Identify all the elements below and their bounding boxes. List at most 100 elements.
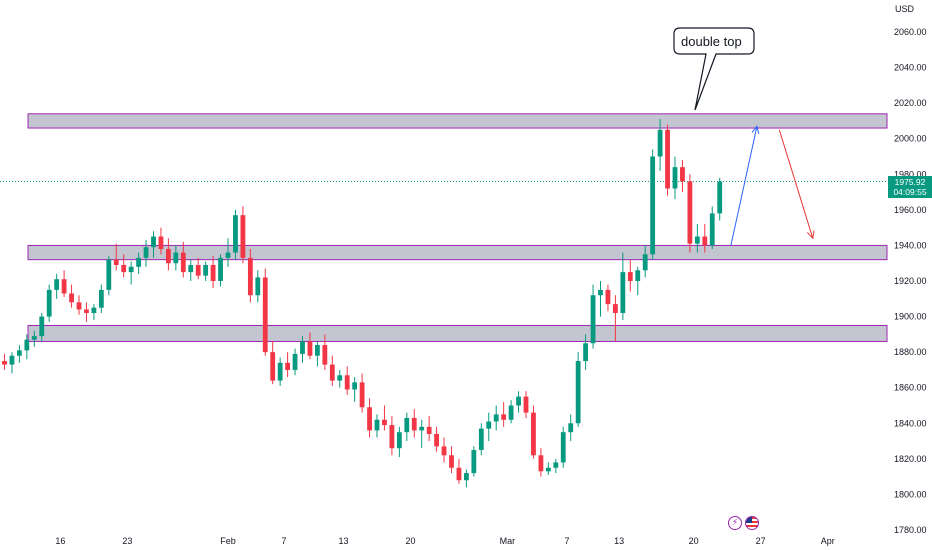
lightning-icon[interactable]: ⚡ (728, 516, 742, 530)
candle-body (449, 455, 454, 468)
candle (188, 259, 194, 281)
y-tick-label: 1980.00 (894, 169, 927, 179)
y-tick-label: 2020.00 (894, 98, 927, 108)
candle (337, 369, 343, 388)
y-tick-label: 1960.00 (894, 205, 927, 215)
candle-body (382, 419, 387, 426)
candle-body (337, 375, 343, 381)
x-tick-label: 16 (55, 536, 65, 546)
candle (166, 238, 171, 271)
candle (195, 257, 201, 280)
us-flag-icon[interactable] (745, 516, 759, 530)
candle (605, 284, 611, 312)
arrow-shaft (730, 126, 758, 246)
candle (151, 231, 156, 258)
candle-body (315, 345, 320, 356)
candle-body (560, 432, 566, 463)
currency-label: USD (895, 4, 915, 14)
candle-body (717, 181, 723, 214)
candle-body (233, 215, 238, 253)
candle (590, 284, 596, 349)
y-tick-label: 2060.00 (894, 27, 927, 37)
candles-layer (2, 119, 723, 488)
candle (531, 405, 536, 459)
candle-body (188, 264, 194, 273)
candle-body (39, 316, 45, 337)
candle (501, 401, 507, 427)
candle (553, 458, 559, 474)
candle-body (158, 236, 164, 249)
candle-body (523, 396, 529, 413)
arrow-head (751, 125, 760, 135)
candle-body (426, 426, 432, 434)
y-tick-label: 2000.00 (894, 134, 927, 144)
candle (106, 256, 112, 296)
candle-body (54, 279, 60, 290)
candle-body (173, 252, 179, 264)
candle (255, 270, 261, 303)
candle (464, 469, 469, 488)
y-tick-label: 1940.00 (894, 240, 927, 250)
candle-body (24, 339, 30, 351)
candle (98, 284, 104, 314)
candle (210, 256, 216, 289)
y-tick-label: 1880.00 (894, 347, 927, 357)
candle-body (203, 264, 209, 276)
support-resistance-zone (27, 113, 888, 129)
candle-body (344, 375, 350, 390)
candle-body (620, 272, 626, 314)
y-tick-label: 1860.00 (894, 383, 927, 393)
candle-body (702, 236, 708, 246)
candle (478, 423, 484, 456)
candle-body (285, 362, 290, 370)
candle (411, 409, 417, 438)
candle (292, 348, 298, 376)
y-tick-label: 1920.00 (894, 276, 927, 286)
candle (449, 446, 454, 474)
candle-body (195, 264, 201, 276)
candle (583, 334, 588, 370)
candle-body (247, 257, 253, 296)
support-resistance-zone (27, 324, 888, 342)
y-tick-label: 2040.00 (894, 63, 927, 73)
arrow-shaft (778, 129, 814, 239)
candle (456, 458, 462, 484)
candle-body (262, 277, 268, 353)
callout-bubble (673, 27, 755, 111)
candle-body (270, 352, 276, 381)
candle (657, 119, 663, 171)
candle (158, 227, 164, 255)
candle (672, 156, 678, 200)
candle (180, 241, 186, 278)
candle (426, 416, 432, 442)
candle-body (210, 264, 216, 281)
candle (508, 400, 514, 424)
candle-body (464, 473, 469, 481)
candle-body (568, 423, 574, 433)
x-tick-label: 7 (564, 536, 569, 546)
candle-body (680, 167, 685, 182)
y-tick-label: 1900.00 (894, 312, 927, 322)
candle-body (9, 355, 15, 365)
candle-body (106, 259, 112, 290)
candle (359, 373, 365, 413)
candle-body (396, 432, 402, 449)
x-tick-label: 23 (122, 536, 132, 546)
candle-body (151, 236, 156, 248)
candle (143, 240, 149, 267)
candle (31, 330, 37, 347)
candle-body (635, 270, 641, 281)
y-axis[interactable]: USD 1780.00 1800.00 1820.00 1840.00 1860.00 1… (894, 4, 927, 535)
candle-body (531, 412, 536, 456)
candle (419, 419, 425, 449)
candle (545, 462, 551, 475)
candle-body (672, 167, 678, 189)
candle (680, 160, 685, 193)
candle (709, 206, 715, 249)
arrow-head (807, 230, 815, 240)
x-axis[interactable]: 16 23 Feb 7 13 20 Mar 7 13 20 27 Apr (55, 536, 834, 546)
candle (307, 332, 313, 360)
candle (315, 341, 320, 367)
candle-body (166, 248, 171, 264)
